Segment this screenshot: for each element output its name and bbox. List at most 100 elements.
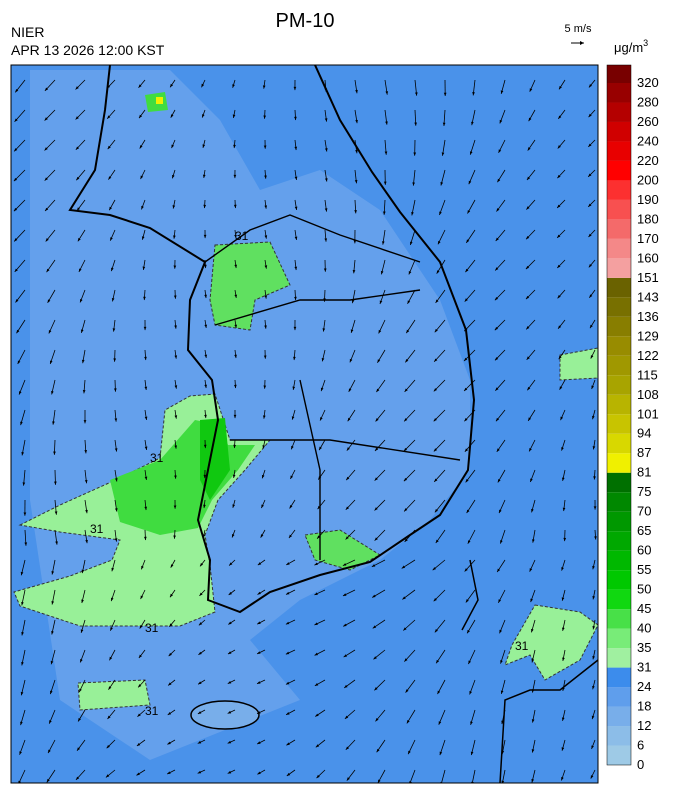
wind-arrowhead [290,475,294,479]
wind-arrowhead [530,478,533,482]
wind-arrowhead [203,204,207,209]
colorbar-segment [607,706,631,727]
colorbar-segment [607,258,631,278]
colorbar-label: 129 [637,328,659,343]
wind-arrowhead [17,360,21,364]
colorbar-label: 240 [637,133,659,148]
wind-arrowhead [233,174,237,179]
wind-arrowhead [294,176,298,180]
wind-arrowhead [257,681,261,684]
wind-arrowhead [107,115,111,119]
wind-arrowhead [436,270,440,274]
wind-arrowhead [314,652,319,656]
colorbar-segment [607,531,631,551]
wind-arrowhead [439,211,442,215]
wind-arrowhead [173,265,177,269]
wind-arrowhead [19,751,22,755]
wind-arrowhead [263,145,267,149]
wind-arrowhead [354,210,357,214]
wind-arrowhead [324,118,328,122]
wind-arrowhead [383,181,387,185]
colorbar-segment [607,648,631,668]
wind-arrowhead [352,270,356,274]
kyushu [499,659,598,783]
wind-arrowhead [527,386,531,391]
wind-arrowhead [500,660,503,664]
wind-arrowhead [404,388,408,392]
wind-arrowhead [404,538,408,542]
wind-arrowhead [323,298,326,302]
colorbar-segment [607,394,631,415]
wind-arrowhead [114,538,118,542]
north-hotspot [156,97,163,104]
wind-arrowhead [285,651,290,655]
wind-arrowhead [592,415,595,420]
wind-arrowhead [316,774,320,779]
wind-arrowhead [50,660,54,665]
wind-arrowhead [48,749,51,754]
wind-arrowhead [465,478,469,483]
wind-arrowhead [588,84,593,88]
wind-arrowhead [414,92,418,96]
wind-arrowhead [497,568,501,573]
wind-arrowhead [84,479,88,484]
colorbar-label: 151 [637,270,659,285]
wind-arrowhead [376,388,380,393]
colorbar-label: 24 [637,679,651,694]
wind-scale-arrowhead [580,41,584,45]
wind-arrowhead [262,445,266,449]
colorbar-segment [607,160,631,181]
wind-arrowhead [203,234,207,239]
colorbar-label: 320 [637,75,659,90]
wind-arrowhead [558,325,562,329]
coastline [68,65,476,614]
wind-arrowhead [526,206,530,210]
colorbar-segment [607,492,631,512]
wind-arrowhead [13,177,18,182]
wind-arrowhead [435,539,439,544]
wind-arrowhead [81,569,85,574]
wind-arrowhead [294,146,298,151]
wind-arrowhead [20,721,23,726]
wind-arrowhead [414,122,417,126]
wind-arrowhead [264,205,268,209]
wind-arrowhead [372,594,376,598]
wind-arrowhead [198,681,202,685]
wind-arrowhead [374,507,378,511]
wind-arrowhead [321,357,325,362]
wind-arrowhead [347,417,351,422]
colorbar-label: 108 [637,387,659,402]
wind-arrowhead [526,356,530,360]
wind-arrowhead [314,683,319,686]
wind-arrowhead [592,595,596,600]
wind-arrowhead [20,571,24,576]
wind-arrowhead [168,652,172,657]
japan-plume [504,604,598,681]
wind-arrowhead [174,415,178,419]
wind-arrowhead [106,85,111,89]
wind-arrowhead [144,506,148,511]
wind-arrowhead [501,720,504,725]
wind-arrowhead [294,236,298,240]
wind-arrowhead [495,237,499,241]
wind-arrowhead [588,263,592,268]
wind-arrowhead [464,568,468,572]
wind-arrowhead [320,387,324,392]
wind-arrowhead [169,593,173,598]
wind-arrowhead [499,509,502,514]
wind-arrowhead [14,118,18,122]
colorbar-label: 12 [637,718,651,733]
wind-arrowhead [499,119,503,124]
wind-arrowhead [143,296,146,301]
wind-arrowhead [324,148,328,152]
colorbar-label: 0 [637,757,644,772]
wind-arrowhead [106,744,110,749]
wind-arrowhead [500,690,504,694]
wind-arrowhead [531,659,535,663]
colorbar-segment [607,745,631,765]
wind-arrowhead [467,210,471,214]
wind-arrowhead [174,325,177,329]
wind-arrowhead [203,504,206,509]
wind-arrowhead [374,477,378,481]
colorbar-segment [607,609,631,629]
